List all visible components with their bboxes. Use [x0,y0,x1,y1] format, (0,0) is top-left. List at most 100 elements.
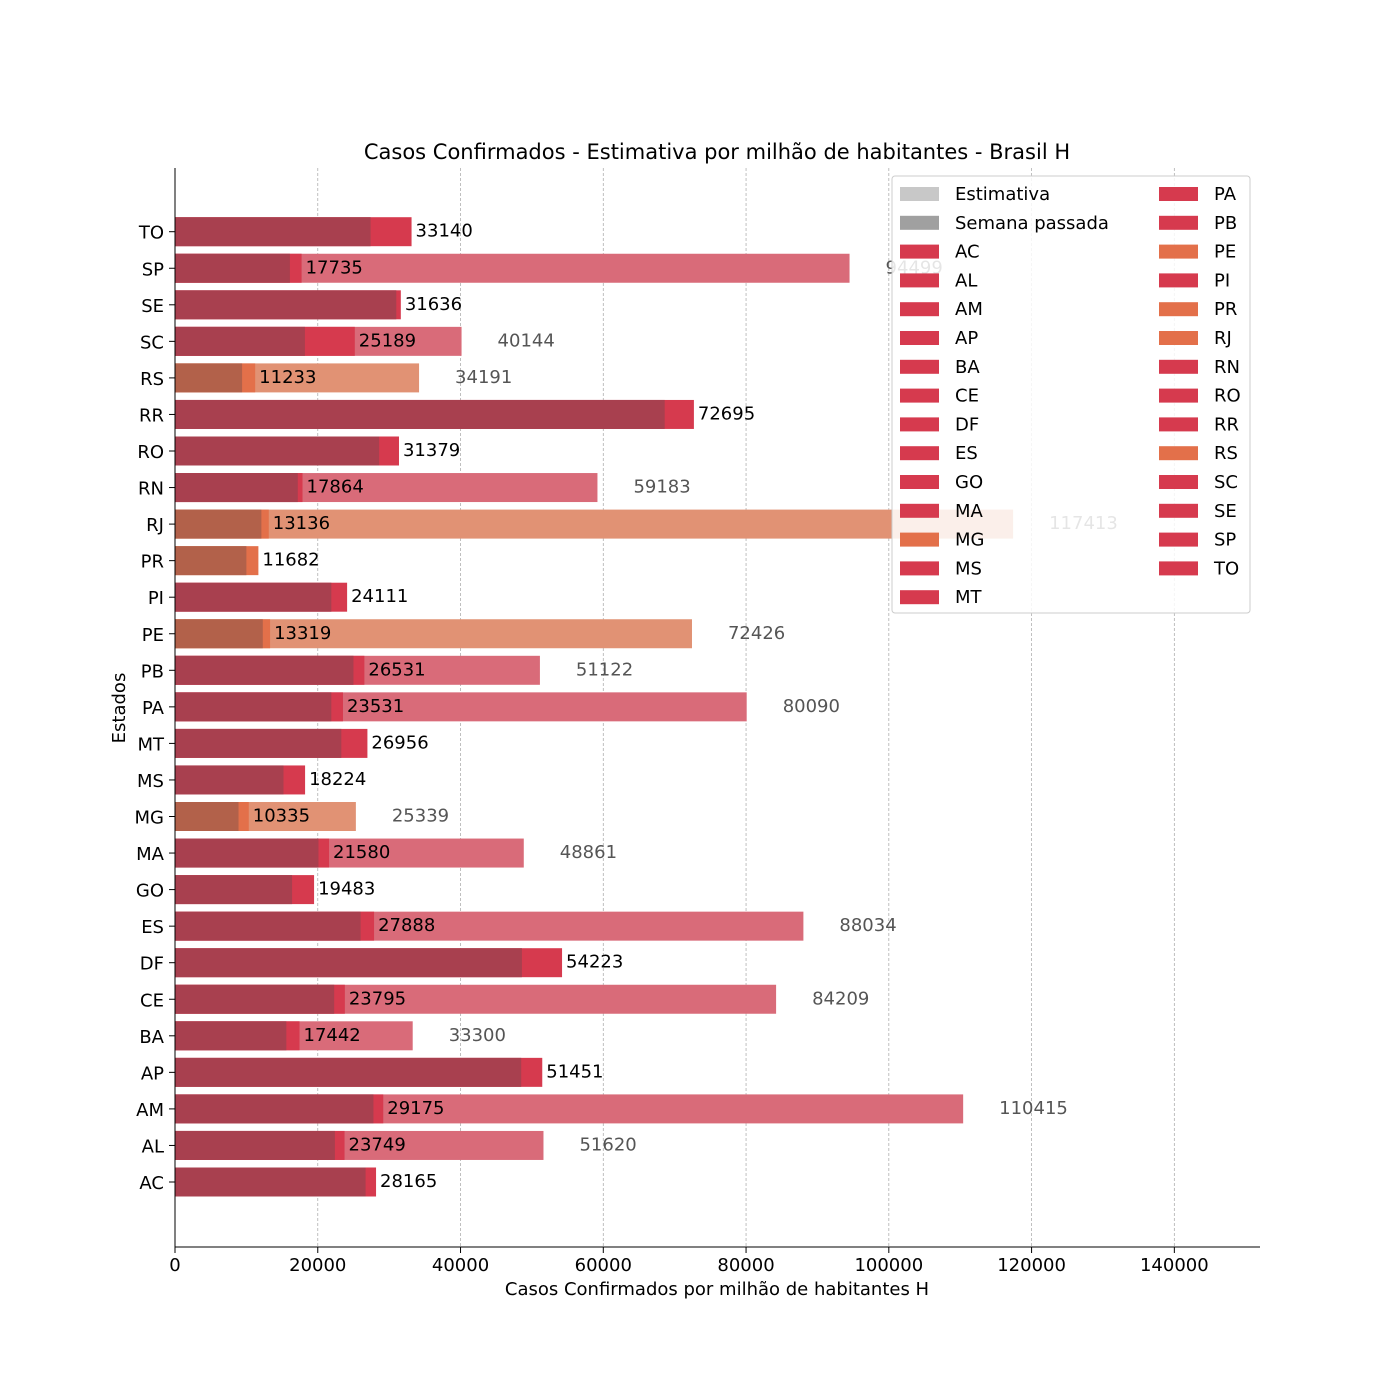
y-tick-label: ES [141,917,164,938]
value-label-estimate: 84209 [812,988,869,1009]
legend-swatch [1159,359,1198,374]
value-label-current: 31636 [405,294,462,315]
y-tick-label: SC [140,332,164,353]
legend-label: AM [955,299,983,320]
x-tick-label: 40000 [432,1255,489,1276]
y-tick-label: BA [139,1027,164,1048]
x-tick-label: 60000 [575,1255,632,1276]
value-label-current: 17864 [307,477,364,498]
y-tick-label: PA [142,698,165,719]
bar-last-week-ro [175,436,380,466]
legend-label: PR [1214,299,1237,320]
y-tick-label: AM [136,1100,164,1121]
legend-label: ES [955,443,978,464]
legend-swatch [1159,244,1198,259]
legend-swatch [900,331,939,345]
legend-swatch [900,532,939,547]
bar-last-week-ac [175,1167,366,1197]
x-tick-label: 80000 [717,1255,774,1276]
legend-label: AC [955,242,980,263]
value-label-current: 21580 [333,842,390,863]
y-tick-label: RJ [146,515,164,536]
bar-last-week-pa [175,692,332,722]
legend-swatch [1159,446,1198,461]
value-label-estimate: 25339 [392,806,449,827]
legend-label: PE [1214,242,1236,263]
value-label-current: 11682 [262,550,319,571]
legend-swatch [1159,475,1198,489]
legend-label: CE [955,386,979,407]
y-tick-label: MA [136,844,165,865]
y-tick-label: RN [138,479,164,500]
bar-last-week-ba [175,1021,287,1051]
legend-label: SC [1214,472,1238,493]
value-label-current: 54223 [566,952,623,973]
legend-label: RS [1214,443,1238,464]
legend-swatch [900,590,939,605]
value-label-estimate: 34191 [455,367,512,388]
legend-label: MG [955,530,984,551]
legend-label: MA [955,501,984,522]
x-tick-label: 100000 [854,1255,923,1276]
bar-last-week-se [175,290,397,320]
value-label-current: 23795 [349,988,406,1009]
value-label-current: 28165 [380,1171,437,1192]
bar-last-week-sc [175,326,305,356]
x-axis-label: Casos Confirmados por milhão de habitant… [505,1279,929,1300]
y-tick-label: RS [140,369,164,390]
legend-label: PA [1214,184,1237,205]
legend-label: GO [955,472,983,493]
x-tick-label: 140000 [1140,1255,1209,1276]
legend-label: MT [955,587,983,608]
y-tick-label: SE [141,296,164,317]
legend-swatch [1159,331,1198,345]
legend-swatch [900,503,939,518]
legend-swatch [900,244,939,259]
legend-swatch [900,417,939,432]
bar-last-week-ma [175,838,319,868]
value-label-current: 13136 [273,513,330,534]
value-label-estimate: 48861 [560,842,617,863]
legend-label: SE [1214,501,1237,522]
legend-swatch [1159,417,1198,432]
legend-label: MS [955,558,982,579]
legend-swatch [900,446,939,461]
y-tick-label: CE [140,990,164,1011]
bar-last-week-df [175,948,522,978]
y-tick-label: RR [139,405,164,426]
legend-swatch [900,561,939,576]
value-label-current: 24111 [351,586,408,607]
value-label-current: 29175 [387,1098,444,1119]
y-tick-label: MS [137,771,164,792]
legend-swatch [1159,532,1198,547]
value-label-current: 19483 [318,879,375,900]
legend-label: PB [1214,213,1237,234]
value-label-current: 11233 [259,367,316,388]
legend-label: AP [955,328,978,349]
value-label-current: 10335 [253,806,310,827]
y-tick-label: AL [142,1136,164,1157]
value-label-estimate: 59183 [633,477,690,498]
chart-title: Casos Confirmados - Estimativa por milhã… [364,140,1070,164]
value-label-current: 18224 [309,769,366,790]
bar-last-week-pi [175,582,332,612]
legend: Estimativa Semana passada AC AL AM AP BA CE DF ES… [891,175,1251,614]
value-label-estimate: 33300 [449,1025,506,1046]
legend-swatch [900,302,939,317]
legend-swatch [900,359,939,374]
legend-swatch [1159,561,1198,576]
value-label-current: 13319 [274,623,331,644]
bar-last-week-mt [175,728,342,758]
bar-last-week-to [175,217,371,247]
x-tick-label: 20000 [289,1255,346,1276]
legend-label: RJ [1214,328,1232,349]
bar-last-week-pb [175,655,354,685]
legend-label: SP [1214,530,1236,551]
legend-label: RN [1214,357,1240,378]
legend-label: RR [1214,414,1239,435]
y-tick-label: TO [138,223,164,244]
bar-estimate-rj [175,509,1014,539]
bar-last-week-rj [175,509,262,539]
value-label-estimate: 88034 [839,915,896,936]
bar-last-week-go [175,875,293,905]
